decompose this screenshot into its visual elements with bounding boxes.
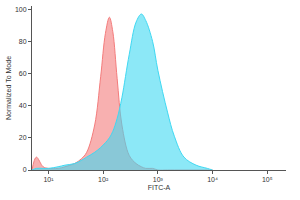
svg-text:40: 40: [19, 102, 27, 109]
svg-text:Normalized To Mode: Normalized To Mode: [5, 56, 12, 120]
svg-text:10²: 10²: [98, 176, 109, 183]
svg-text:60: 60: [19, 70, 27, 77]
svg-text:10⁵: 10⁵: [262, 176, 273, 183]
svg-text:0: 0: [23, 166, 27, 173]
svg-text:10¹: 10¹: [43, 176, 54, 183]
svg-text:10³: 10³: [153, 176, 164, 183]
svg-text:100: 100: [15, 6, 27, 13]
svg-text:20: 20: [19, 134, 27, 141]
svg-text:80: 80: [19, 38, 27, 45]
svg-text:10⁴: 10⁴: [207, 176, 218, 183]
svg-text:FITC-A: FITC-A: [148, 184, 171, 191]
